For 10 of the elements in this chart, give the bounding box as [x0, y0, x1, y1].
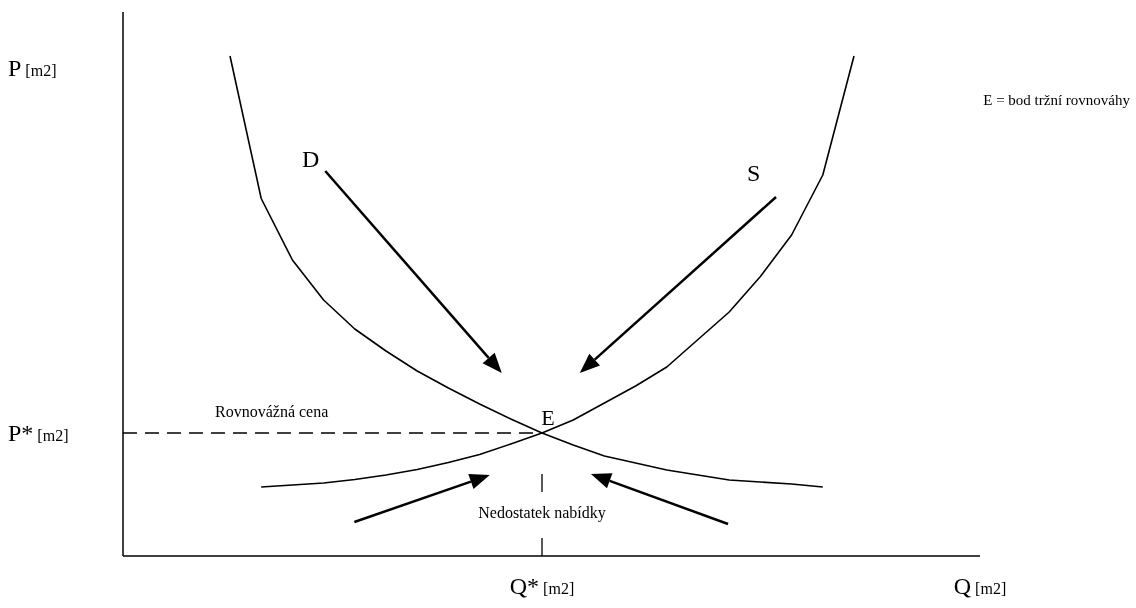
text: S: [746, 160, 761, 186]
text: P [m2]: [8, 55, 57, 81]
annotation: Nedostatek nabídky: [478, 504, 606, 522]
text: Q* [m2]: [509, 573, 575, 599]
ref-line-label: P* [m2]: [8, 420, 69, 446]
series-label: D: [301, 146, 320, 172]
annotation: E: [541, 405, 555, 430]
text: E = bod tržní rovnováhy: [983, 92, 1131, 108]
x-axis-title: Q [m2]: [953, 573, 1007, 599]
annotation: Rovnovážná cena: [215, 403, 329, 420]
